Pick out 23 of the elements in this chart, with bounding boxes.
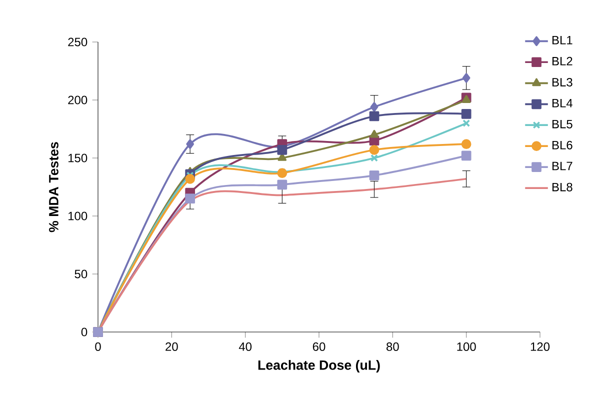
- legend-label: BL8: [552, 182, 572, 192]
- y-tick-label: 100: [68, 212, 88, 220]
- y-tick-label: 50: [74, 270, 88, 278]
- y-axis-title: % MDA Testes: [49, 142, 58, 232]
- x-tick-label: 40: [238, 342, 252, 351]
- legend-label: BL4: [552, 99, 572, 108]
- legend-label: BL5: [552, 120, 572, 128]
- x-tick-label: 100: [457, 342, 476, 351]
- legend-label: BL6: [552, 140, 572, 150]
- x-tick-label: 0: [95, 342, 101, 351]
- legend-label: BL7: [552, 162, 572, 170]
- y-tick-label: 200: [68, 96, 88, 104]
- y-tick-label: 250: [68, 38, 88, 46]
- y-tick-label: 150: [68, 154, 88, 162]
- x-tick-label: 60: [312, 342, 326, 351]
- legend-label: BL3: [552, 78, 572, 86]
- x-tick-label: 20: [166, 342, 178, 351]
- x-axis-title: Leachate Dose (uL): [258, 360, 380, 372]
- legend-label: BL1: [552, 36, 572, 44]
- legend-label: BL2: [552, 56, 572, 66]
- x-tick-label: 80: [386, 342, 399, 351]
- x-tick-label: 120: [530, 342, 550, 351]
- y-tick-label: 0: [81, 328, 88, 336]
